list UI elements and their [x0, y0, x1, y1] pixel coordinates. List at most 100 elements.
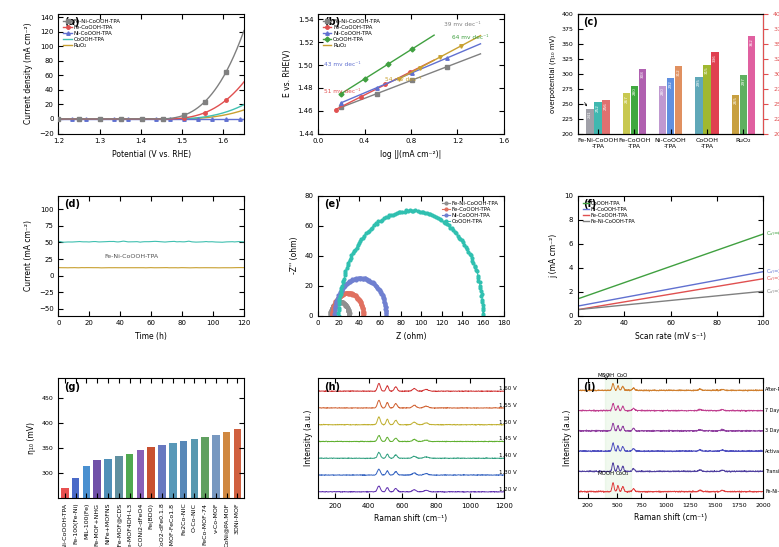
CoOOH-TPA [689, 255, 699, 261]
Y-axis label: j (mA cm⁻²): j (mA cm⁻²) [549, 234, 559, 278]
Line: Fe-Ni-CoOOH-TPA: Fe-Ni-CoOOH-TPA [578, 291, 763, 310]
CoOOH-TPA [411, 207, 420, 214]
Text: 297: 297 [742, 77, 746, 85]
Fe-Ni-CoOOH-TPA [330, 302, 339, 309]
Bar [602, 100, 610, 253]
Legend: Fe-Ni-CoOOH-TPA, Fe-CoOOH-TPA, Ni-CoOOH-TPA, CoOOH-TPA, RuO₂: Fe-Ni-CoOOH-TPA, Fe-CoOOH-TPA, Ni-CoOOH-… [321, 16, 382, 50]
Bar [136, 450, 144, 547]
Fe-CoOOH-TPA [328, 310, 337, 317]
Text: MOOH: MOOH [597, 471, 615, 476]
Line: CoOOH-TPA: CoOOH-TPA [337, 209, 485, 317]
Text: 267: 267 [624, 95, 629, 103]
Fe-CoOOH-TPA [605, 301, 614, 307]
Text: 1.20 V: 1.20 V [499, 487, 517, 492]
Bar [93, 461, 101, 547]
Fe-Ni-CoOOH-TPA [573, 306, 583, 313]
Text: CoO₂: CoO₂ [616, 471, 629, 476]
Fe-CoOOH-TPA [331, 299, 340, 305]
Fe-Ni-CoOOH-TPA [341, 302, 351, 309]
Bar [740, 75, 747, 253]
Fe-CoOOH-TPA [356, 298, 365, 305]
Y-axis label: -Z'' (ohm): -Z'' (ohm) [290, 237, 298, 275]
Text: 308: 308 [640, 71, 644, 78]
CoOOH-TPA [573, 295, 583, 302]
CoOOH-TPA [478, 312, 488, 319]
Text: (b): (b) [324, 18, 340, 27]
Bar [191, 439, 198, 547]
CoOOH-TPA [636, 274, 646, 280]
Ni-CoOOH-TPA [382, 312, 391, 318]
Text: 51 mv dec⁻¹: 51 mv dec⁻¹ [324, 89, 360, 94]
Text: 1.50 V: 1.50 V [499, 420, 517, 424]
Legend: Fe-Ni-CoOOH-TPA, Fe-CoOOH-TPA, Ni-CoOOH-TPA, CoOOH-TPA: Fe-Ni-CoOOH-TPA, Fe-CoOOH-TPA, Ni-CoOOH-… [439, 199, 501, 226]
Text: (a): (a) [64, 18, 79, 27]
Bar [61, 488, 69, 547]
CoOOH-TPA [464, 248, 473, 255]
Bar [169, 444, 177, 547]
Ni-CoOOH-TPA [354, 275, 363, 281]
Fe-Ni-CoOOH-TPA [759, 288, 768, 294]
Bar [667, 78, 675, 253]
Fe-Ni-CoOOH-TPA [689, 295, 699, 301]
Text: 292: 292 [668, 80, 672, 88]
X-axis label: Z (ohm): Z (ohm) [396, 332, 426, 341]
CoOOH-TPA [334, 312, 344, 319]
Bar [675, 66, 682, 253]
Ni-CoOOH-TPA [335, 291, 344, 298]
Bar [83, 466, 90, 547]
Fe-Ni-CoOOH-TPA [328, 305, 337, 312]
Fe-CoOOH-TPA [328, 312, 337, 318]
Fe-Ni-CoOOH-TPA [333, 300, 343, 306]
CoOOH-TPA [334, 305, 344, 311]
Text: 1.60 V: 1.60 V [499, 386, 517, 391]
Ni-CoOOH-TPA [350, 275, 359, 282]
Text: C$_{dl}$=32.3 mF cm⁻²: C$_{dl}$=32.3 mF cm⁻² [766, 274, 779, 283]
Fe-CoOOH-TPA [335, 294, 344, 300]
Bar [115, 456, 122, 547]
Fe-CoOOH-TPA [633, 296, 643, 303]
Text: 280: 280 [661, 88, 664, 95]
Text: (e): (e) [324, 200, 340, 210]
Ni-CoOOH-TPA [620, 294, 629, 301]
Fe-Ni-CoOOH-TPA [344, 312, 354, 319]
CoOOH-TPA [454, 235, 464, 241]
Fe-Ni-CoOOH-TPA [636, 300, 646, 307]
Text: 3 Days: 3 Days [766, 428, 779, 433]
Ni-CoOOH-TPA [759, 269, 768, 275]
Text: 362: 362 [749, 38, 753, 46]
Ni-CoOOH-TPA [330, 311, 339, 317]
CoOOH-TPA [633, 275, 643, 281]
Fe-CoOOH-TPA [341, 289, 351, 296]
Text: (c): (c) [583, 18, 598, 27]
Bar [659, 85, 666, 253]
Bar [587, 109, 594, 253]
Text: CoO: CoO [617, 373, 629, 378]
Text: (h): (h) [324, 382, 340, 392]
Bar [622, 94, 630, 253]
Text: (g): (g) [64, 382, 80, 392]
Y-axis label: Intensity (a.u.): Intensity (a.u.) [304, 410, 312, 466]
Ni-CoOOH-TPA [633, 292, 643, 298]
Text: 7 Days: 7 Days [766, 408, 779, 413]
Bar [126, 454, 133, 547]
Text: (f): (f) [583, 200, 597, 210]
CoOOH-TPA [605, 284, 614, 291]
Bar [104, 459, 112, 547]
Line: Fe-CoOOH-TPA: Fe-CoOOH-TPA [330, 291, 365, 317]
Fe-Ni-CoOOH-TPA [626, 301, 636, 307]
Bar [212, 435, 220, 547]
Ni-CoOOH-TPA [381, 312, 390, 319]
Bar [234, 429, 241, 547]
Ni-CoOOH-TPA [331, 312, 340, 319]
Text: 39 mv dec⁻¹: 39 mv dec⁻¹ [444, 22, 481, 27]
Text: 241: 241 [588, 110, 592, 118]
Text: Fe-Ni-Co-MOF: Fe-Ni-Co-MOF [766, 489, 779, 494]
Bar [72, 478, 79, 547]
Fe-CoOOH-TPA [620, 299, 629, 305]
X-axis label: Time (h): Time (h) [136, 332, 167, 341]
Text: 256: 256 [604, 102, 608, 109]
Fe-Ni-CoOOH-TPA [326, 311, 336, 317]
Fe-CoOOH-TPA [636, 296, 646, 302]
Line: Fe-CoOOH-TPA: Fe-CoOOH-TPA [578, 278, 763, 310]
Text: 265: 265 [733, 96, 738, 104]
